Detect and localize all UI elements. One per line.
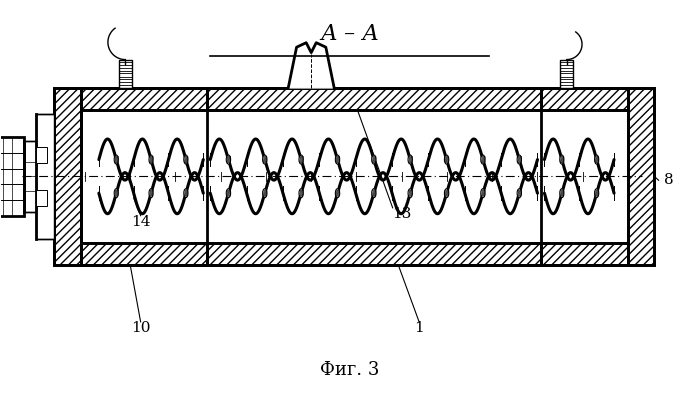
Ellipse shape <box>226 189 231 198</box>
Ellipse shape <box>263 189 267 198</box>
Bar <box>207 243 541 265</box>
Bar <box>82 243 207 265</box>
Ellipse shape <box>408 155 412 164</box>
Bar <box>36 147 47 163</box>
Bar <box>119 68 132 71</box>
Ellipse shape <box>408 189 412 198</box>
Bar <box>54 88 82 265</box>
Bar <box>560 79 573 82</box>
Bar <box>119 59 132 88</box>
Ellipse shape <box>299 189 303 198</box>
Text: 13: 13 <box>392 207 412 221</box>
Text: 14: 14 <box>131 215 150 228</box>
Bar <box>119 85 132 88</box>
Text: 8: 8 <box>663 173 673 187</box>
Bar <box>119 74 132 76</box>
Ellipse shape <box>263 155 267 164</box>
Bar <box>207 110 541 243</box>
Bar <box>560 62 573 65</box>
Bar <box>541 88 628 110</box>
Ellipse shape <box>481 189 485 198</box>
Ellipse shape <box>445 189 449 198</box>
Ellipse shape <box>149 155 153 164</box>
Ellipse shape <box>336 155 340 164</box>
Bar <box>541 88 628 110</box>
Text: 1: 1 <box>415 321 424 335</box>
Ellipse shape <box>595 189 599 198</box>
Bar <box>36 114 54 239</box>
Ellipse shape <box>114 155 118 164</box>
Bar <box>119 62 132 65</box>
Ellipse shape <box>299 155 303 164</box>
Text: А – А: А – А <box>320 23 379 45</box>
Bar <box>560 74 573 76</box>
Bar <box>0 137 24 216</box>
Bar <box>628 88 654 265</box>
Ellipse shape <box>560 155 564 164</box>
Bar <box>82 88 207 110</box>
Ellipse shape <box>149 189 153 198</box>
Text: Фиг. 3: Фиг. 3 <box>320 361 379 379</box>
Bar <box>119 79 132 82</box>
Text: 9: 9 <box>26 160 36 173</box>
Ellipse shape <box>372 155 376 164</box>
Bar <box>541 243 628 265</box>
Ellipse shape <box>184 189 188 198</box>
Bar <box>24 141 36 212</box>
Bar <box>207 88 541 110</box>
Ellipse shape <box>595 155 599 164</box>
Ellipse shape <box>372 189 376 198</box>
Bar <box>541 110 628 243</box>
Ellipse shape <box>336 189 340 198</box>
Bar <box>207 243 541 265</box>
Bar <box>82 243 207 265</box>
Ellipse shape <box>517 189 521 198</box>
Bar <box>541 243 628 265</box>
Ellipse shape <box>114 189 118 198</box>
Bar <box>36 190 47 206</box>
Bar <box>560 68 573 71</box>
Ellipse shape <box>560 189 564 198</box>
Bar <box>628 88 654 265</box>
Bar <box>54 88 82 265</box>
Ellipse shape <box>481 155 485 164</box>
Bar <box>82 88 207 110</box>
Polygon shape <box>288 43 334 88</box>
Ellipse shape <box>445 155 449 164</box>
Bar <box>82 110 207 243</box>
Ellipse shape <box>184 155 188 164</box>
Ellipse shape <box>517 155 521 164</box>
Ellipse shape <box>226 155 231 164</box>
Bar <box>560 59 573 88</box>
Bar <box>560 85 573 88</box>
Bar <box>207 88 541 110</box>
Text: 10: 10 <box>131 321 150 335</box>
